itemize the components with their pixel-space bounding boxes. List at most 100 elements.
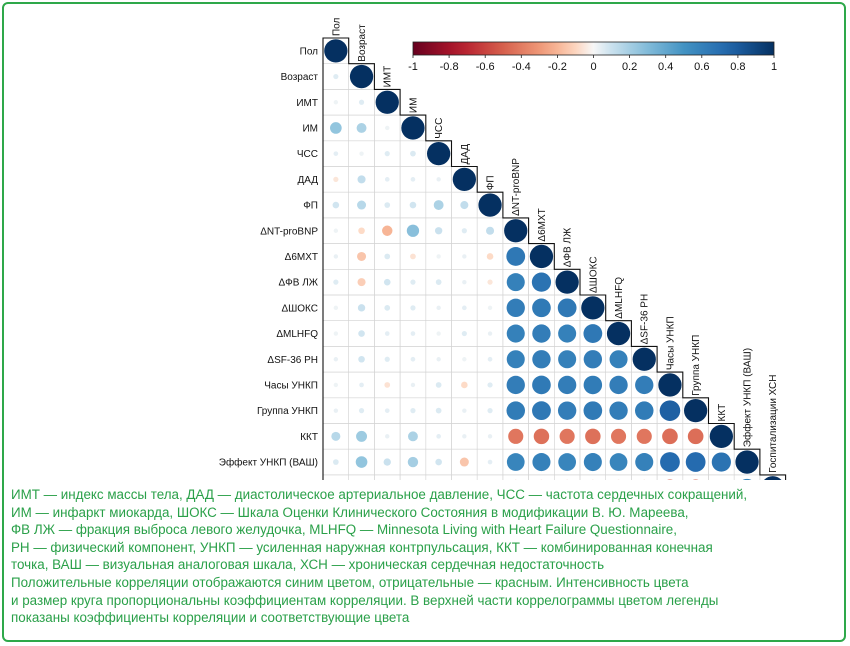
correlation-circle bbox=[384, 177, 390, 182]
correlation-circle bbox=[506, 453, 525, 471]
correlation-circle bbox=[333, 100, 339, 105]
correlation-circle bbox=[533, 428, 550, 445]
colorbar-tick-label: 0 bbox=[590, 61, 596, 73]
correlation-circle bbox=[383, 458, 391, 466]
correlation-circle bbox=[436, 177, 441, 182]
column-label: ΔSF-36 PH bbox=[640, 294, 651, 345]
correlation-circle bbox=[358, 408, 365, 414]
correlation-circle bbox=[636, 428, 652, 444]
column-label: ΔNT-proBNP bbox=[511, 158, 522, 216]
correlation-circle bbox=[460, 201, 469, 210]
correlation-circle bbox=[487, 434, 493, 439]
row-label: ЧСС bbox=[297, 149, 318, 160]
correlation-circle bbox=[462, 434, 467, 439]
correlation-circle bbox=[427, 142, 451, 166]
correlation-circle bbox=[610, 428, 627, 444]
column-label: Часы УНКП bbox=[665, 316, 676, 370]
grid-cell bbox=[374, 474, 401, 480]
grid-cell bbox=[451, 474, 478, 480]
colorbar-tick-label: -0.8 bbox=[440, 61, 459, 73]
correlation-circle bbox=[583, 453, 602, 472]
correlation-circle bbox=[357, 175, 366, 184]
correlation-circle bbox=[383, 278, 391, 286]
column-label: ИМТ bbox=[383, 66, 394, 88]
caption-line: и размер круга пропорциональны коэффицие… bbox=[11, 592, 719, 608]
triangle-outline bbox=[322, 37, 787, 480]
column-label: ЧСС bbox=[434, 118, 445, 139]
correlation-circle bbox=[532, 375, 551, 395]
correlation-circle bbox=[635, 375, 654, 395]
correlation-circle bbox=[357, 251, 367, 261]
column-label: ФП bbox=[486, 175, 497, 190]
column-label: Пол bbox=[331, 17, 342, 36]
colorbar-tick-label: 1 bbox=[771, 61, 777, 73]
column-label: ДАД bbox=[460, 144, 471, 165]
correlation-circle bbox=[506, 298, 525, 318]
colorbar-tick-label: 0.8 bbox=[730, 61, 745, 73]
correlation-circle bbox=[557, 375, 577, 395]
correlation-circle bbox=[333, 331, 339, 336]
correlation-circle bbox=[487, 356, 493, 362]
correlation-circle bbox=[382, 225, 393, 236]
correlation-circle bbox=[635, 453, 654, 472]
correlation-circle bbox=[436, 254, 441, 259]
column-label: ККТ bbox=[717, 404, 728, 422]
correlation-circle bbox=[609, 401, 628, 420]
correlation-circle bbox=[333, 408, 339, 413]
correlation-circle bbox=[410, 279, 416, 285]
correlation-circle bbox=[410, 177, 416, 182]
correlation-circle bbox=[462, 305, 467, 311]
correlation-circle bbox=[384, 331, 390, 336]
correlation-circle bbox=[487, 408, 493, 414]
correlation-circle bbox=[434, 227, 443, 235]
correlation-circle bbox=[333, 357, 339, 362]
correlation-circle bbox=[433, 200, 444, 210]
colorbar-tick-label: -1 bbox=[408, 61, 418, 73]
row-label: ФП bbox=[303, 201, 318, 212]
row-label: Пол bbox=[300, 46, 319, 57]
correlation-circle bbox=[609, 453, 628, 471]
row-label: ИМТ bbox=[296, 98, 318, 109]
column-label: Группа УНКП bbox=[691, 335, 702, 396]
correlation-circle bbox=[558, 350, 577, 369]
correlation-circle bbox=[435, 382, 442, 388]
correlation-circle bbox=[357, 278, 366, 287]
correlation-circle bbox=[435, 279, 442, 286]
correlation-circle bbox=[558, 453, 577, 471]
correlation-circle bbox=[558, 324, 577, 343]
correlation-circle bbox=[609, 375, 628, 395]
correlation-circle bbox=[662, 428, 678, 445]
correlation-circle bbox=[606, 321, 631, 346]
colorbar-tick-label: 0.6 bbox=[694, 61, 709, 73]
row-label: ΔNT-proBNP bbox=[260, 226, 318, 237]
grid-cell bbox=[708, 474, 735, 480]
correlation-circle bbox=[557, 401, 577, 420]
correlation-circle bbox=[462, 357, 467, 362]
correlation-circle bbox=[557, 298, 577, 318]
row-label: ΔSF-36 PH bbox=[267, 355, 318, 366]
correlation-circle bbox=[333, 73, 339, 80]
correlation-circle bbox=[508, 428, 524, 444]
row-label: ИМ bbox=[302, 123, 318, 134]
correlation-circle bbox=[384, 356, 390, 362]
correlation-circle bbox=[358, 355, 365, 363]
correlation-circle bbox=[333, 151, 339, 156]
correlation-circle bbox=[532, 350, 551, 369]
row-label: Часы УНКП bbox=[264, 380, 318, 391]
correlation-circle bbox=[410, 150, 416, 157]
correlation-circle bbox=[410, 356, 416, 362]
correlation-circle bbox=[333, 228, 339, 233]
correlation-circle bbox=[478, 193, 502, 217]
correlation-circle bbox=[658, 373, 682, 397]
correlation-circle bbox=[764, 476, 782, 480]
grid-cell bbox=[605, 474, 632, 480]
correlation-circle bbox=[358, 330, 365, 337]
correlation-circle bbox=[410, 331, 416, 336]
correlation-circle bbox=[459, 457, 469, 467]
correlation-circle bbox=[357, 200, 367, 210]
correlation-circle bbox=[452, 167, 476, 192]
row-label: Δ6МХТ bbox=[285, 252, 318, 263]
grid-cell bbox=[502, 474, 529, 480]
correlation-circle bbox=[358, 99, 365, 105]
